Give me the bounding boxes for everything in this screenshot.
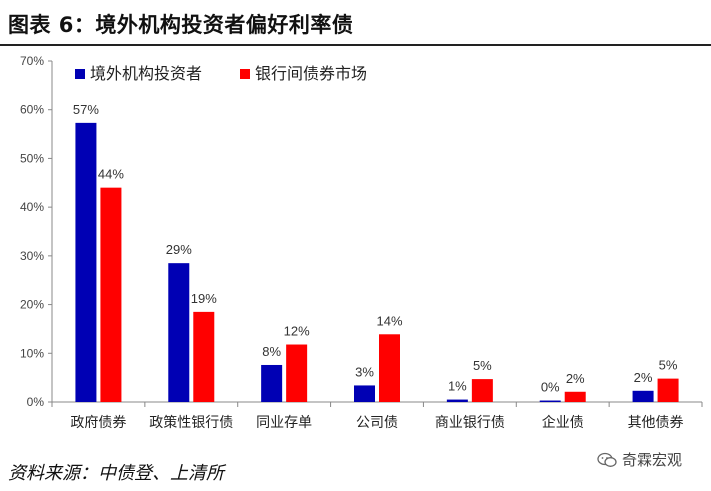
data-label: 8%: [262, 344, 281, 359]
data-label: 14%: [376, 313, 402, 328]
data-label: 5%: [659, 358, 678, 373]
chart-legend: 境外机构投资者 银行间债券市场: [75, 64, 367, 83]
x-tick-label: 同业存单: [256, 414, 312, 430]
bar: [657, 378, 679, 402]
data-label: 0%: [541, 380, 560, 395]
data-label: 12%: [284, 324, 310, 339]
legend-label: 银行间债券市场: [255, 65, 367, 83]
data-label: 3%: [355, 364, 374, 379]
y-tick-label: 10%: [20, 346, 44, 360]
y-tick-label: 60%: [20, 103, 44, 117]
data-label: 2%: [566, 371, 585, 386]
data-labels: 57% 29% 8% 3% 1% 0% 2% 44% 19% 12% 14% 5% 2% 5%: [73, 102, 678, 395]
data-label: 19%: [191, 291, 217, 306]
legend-swatch: [75, 69, 85, 79]
bar: [100, 187, 122, 402]
y-tick-label: 0%: [27, 395, 45, 409]
bar: [379, 334, 400, 402]
watermark: 奇霖宏观: [597, 449, 682, 470]
bar: [168, 263, 190, 402]
watermark-text: 奇霖宏观: [622, 451, 683, 469]
y-tick-label: 70%: [20, 54, 44, 68]
data-label: 57%: [73, 102, 99, 117]
y-tick-label: 40%: [20, 200, 44, 214]
x-tick-label: 商业银行债: [435, 414, 505, 430]
title-divider: [0, 44, 711, 46]
data-label: 2%: [634, 370, 653, 385]
y-tick-label: 50%: [20, 151, 44, 165]
bar: [75, 122, 97, 403]
y-axis-ticks: 0% 10% 20% 30% 40% 50% 60% 70%: [20, 54, 52, 409]
wechat-icon: [597, 452, 617, 467]
data-label: 1%: [448, 379, 467, 394]
data-label: 5%: [473, 358, 492, 373]
chart-axes: [51, 61, 702, 403]
x-tick-label: 政府债券: [70, 414, 126, 430]
legend-label: 境外机构投资者: [90, 64, 202, 83]
data-label: 44%: [98, 167, 124, 182]
bar: [286, 344, 308, 402]
bar: [354, 385, 375, 402]
x-axis-ticks: 政府债券 政策性银行债 同业存单 公司债 商业银行债 企业债 其他债券: [51, 402, 703, 430]
y-tick-label: 20%: [20, 298, 44, 312]
bar: [471, 379, 493, 402]
source-note: 资料来源：中债登、上清所: [8, 463, 224, 484]
bar: [564, 391, 586, 402]
x-tick-label: 企业债: [542, 414, 584, 430]
bar: [193, 311, 215, 402]
bar: [539, 400, 561, 402]
x-tick-label: 政策性银行债: [149, 414, 233, 430]
chart-bars: [75, 122, 679, 403]
bar: [446, 399, 468, 402]
x-tick-label: 公司债: [356, 414, 398, 430]
bar: [632, 390, 654, 402]
legend-swatch: [240, 69, 250, 79]
bar: [261, 364, 283, 402]
data-label: 29%: [166, 242, 192, 257]
x-tick-label: 其他债券: [628, 414, 684, 430]
y-tick-label: 30%: [20, 249, 44, 263]
page-title: 图表 6：境外机构投资者偏好利率债: [8, 13, 354, 37]
